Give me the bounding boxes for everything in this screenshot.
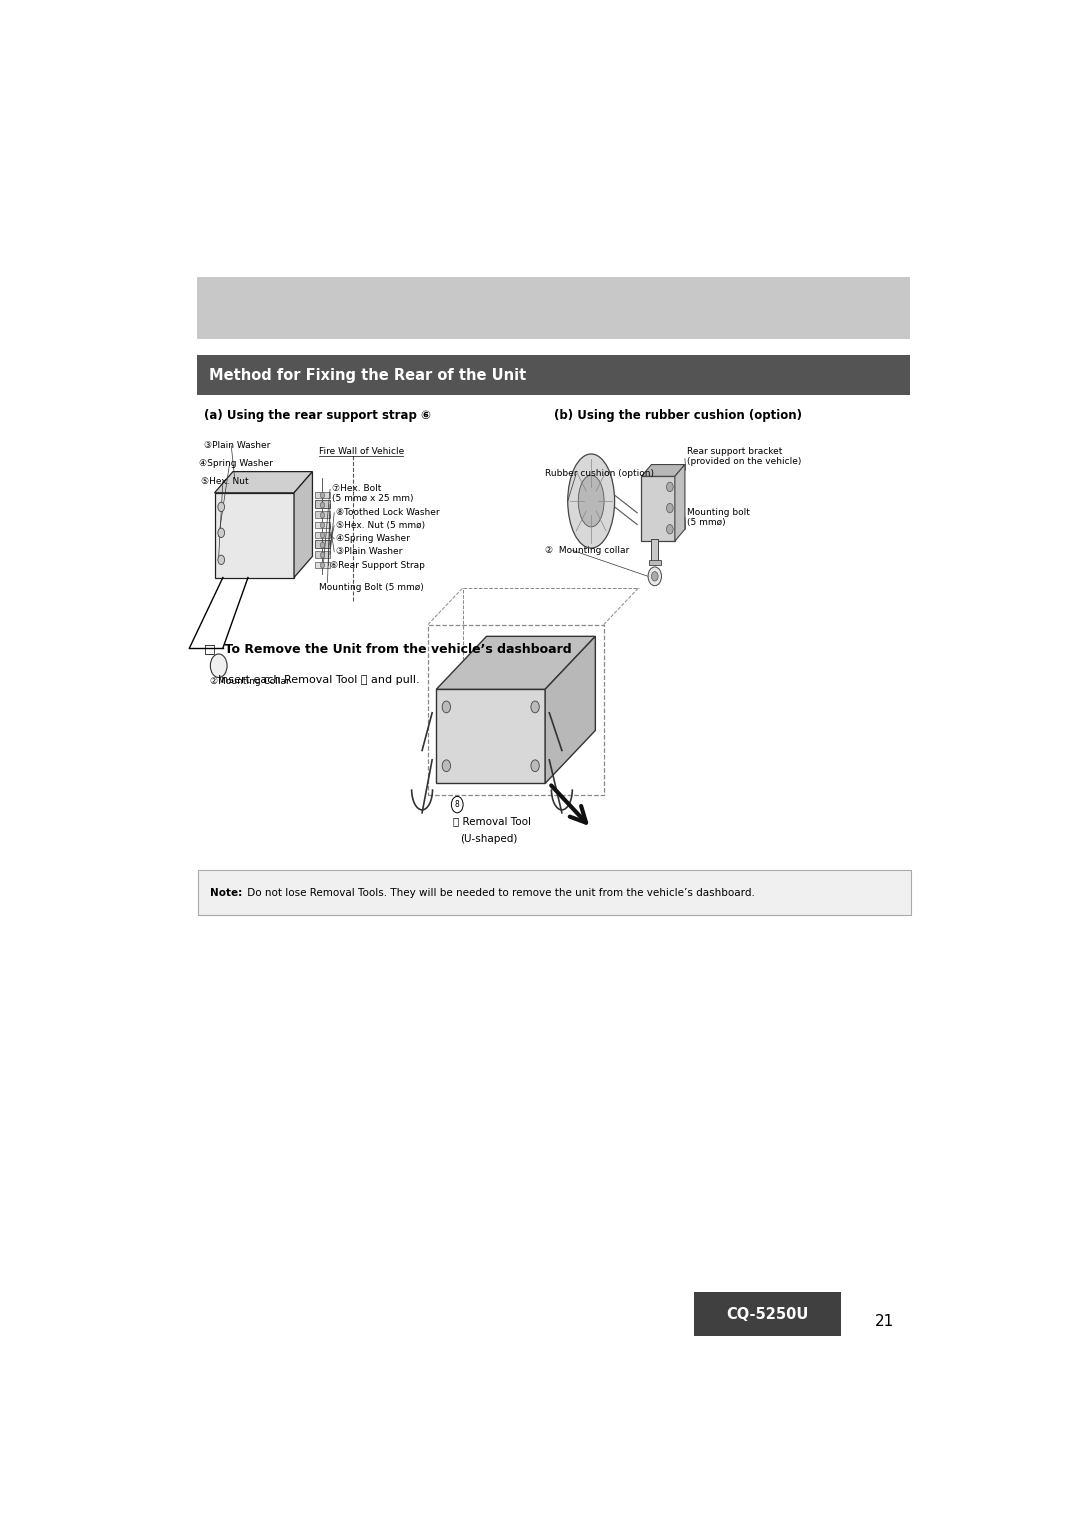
Text: ⑦Hex. Bolt: ⑦Hex. Bolt [332, 483, 381, 492]
Polygon shape [642, 465, 685, 477]
Circle shape [648, 567, 661, 585]
Circle shape [442, 701, 450, 712]
Bar [649, 559, 661, 564]
Circle shape [321, 512, 325, 518]
Text: Fire Wall of Vehicle: Fire Wall of Vehicle [320, 448, 404, 457]
Text: (a) Using the rear support strap ⑥: (a) Using the rear support strap ⑥ [204, 410, 431, 422]
Text: 8: 8 [455, 801, 460, 810]
Bar [198, 871, 910, 915]
Bar [315, 523, 330, 529]
Text: Method for Fixing the Rear of the Unit: Method for Fixing the Rear of the Unit [208, 368, 526, 382]
Circle shape [321, 542, 325, 549]
Circle shape [321, 532, 325, 538]
Bar [694, 1291, 840, 1337]
Text: ②Mounting Collar: ②Mounting Collar [211, 677, 291, 686]
Text: CQ-5250U: CQ-5250U [726, 1306, 809, 1322]
Ellipse shape [568, 454, 615, 549]
Bar [315, 552, 330, 558]
Circle shape [531, 759, 539, 772]
Text: (5 mmø x 25 mm): (5 mmø x 25 mm) [332, 494, 414, 503]
Circle shape [321, 562, 325, 568]
Circle shape [321, 523, 325, 529]
Text: ⓾ Removal Tool: ⓾ Removal Tool [454, 816, 531, 827]
Text: ⑤Hex. Nut (5 mmø): ⑤Hex. Nut (5 mmø) [336, 521, 426, 530]
Text: 21: 21 [875, 1314, 894, 1328]
Ellipse shape [578, 475, 604, 527]
Bar [642, 477, 675, 541]
Text: □  To Remove the Unit from the vehicle’s dashboard: □ To Remove the Unit from the vehicle’s … [204, 642, 571, 656]
Text: Rear support bracket: Rear support bracket [688, 448, 783, 457]
Circle shape [218, 529, 225, 538]
Circle shape [321, 503, 325, 509]
Polygon shape [294, 472, 312, 578]
Polygon shape [545, 636, 595, 784]
Polygon shape [675, 465, 685, 541]
Bar [315, 562, 330, 568]
Polygon shape [436, 636, 595, 689]
Circle shape [451, 796, 463, 813]
Polygon shape [215, 494, 294, 578]
Text: (provided on the vehicle): (provided on the vehicle) [688, 457, 801, 466]
Polygon shape [215, 472, 312, 494]
Text: Rubber cushion (option): Rubber cushion (option) [545, 469, 654, 478]
Text: ⑥Rear Support Strap: ⑥Rear Support Strap [330, 561, 424, 570]
Circle shape [218, 555, 225, 564]
Circle shape [321, 552, 325, 558]
Text: Mounting Bolt (5 mmø): Mounting Bolt (5 mmø) [320, 584, 423, 593]
Circle shape [218, 503, 225, 512]
Text: Note:: Note: [211, 888, 243, 898]
Text: Do not lose Removal Tools. They will be needed to remove the unit from the vehic: Do not lose Removal Tools. They will be … [244, 888, 755, 898]
Text: ⑧Toothed Lock Washer: ⑧Toothed Lock Washer [336, 509, 440, 518]
Text: ③Plain Washer: ③Plain Washer [204, 442, 270, 451]
Text: (5 mmø): (5 mmø) [688, 518, 726, 527]
Bar [197, 278, 910, 339]
Text: ④Spring Washer: ④Spring Washer [336, 535, 409, 542]
Circle shape [666, 524, 673, 533]
Bar [651, 539, 658, 562]
Circle shape [666, 503, 673, 513]
Text: ⑤Hex. Nut: ⑤Hex. Nut [201, 477, 248, 486]
Circle shape [651, 571, 658, 581]
Text: (U-shaped): (U-shaped) [460, 834, 517, 843]
Circle shape [211, 654, 227, 677]
Text: ③Plain Washer: ③Plain Washer [336, 547, 402, 556]
Circle shape [531, 701, 539, 712]
Bar [315, 532, 330, 538]
Polygon shape [436, 689, 545, 784]
Text: ④Spring Washer: ④Spring Washer [199, 458, 272, 468]
Bar [315, 539, 330, 549]
Circle shape [442, 759, 450, 772]
Bar [315, 500, 330, 509]
Text: Insert each Removal Tool ⓾ and pull.: Insert each Removal Tool ⓾ and pull. [204, 675, 419, 685]
Bar [315, 510, 330, 518]
Bar [315, 492, 330, 498]
Bar [428, 625, 604, 795]
Text: Mounting bolt: Mounting bolt [688, 509, 751, 518]
Text: ②  Mounting collar: ② Mounting collar [545, 545, 630, 555]
Circle shape [666, 483, 673, 492]
Bar [197, 354, 910, 396]
Text: (b) Using the rubber cushion (option): (b) Using the rubber cushion (option) [554, 410, 801, 422]
Circle shape [321, 492, 325, 498]
